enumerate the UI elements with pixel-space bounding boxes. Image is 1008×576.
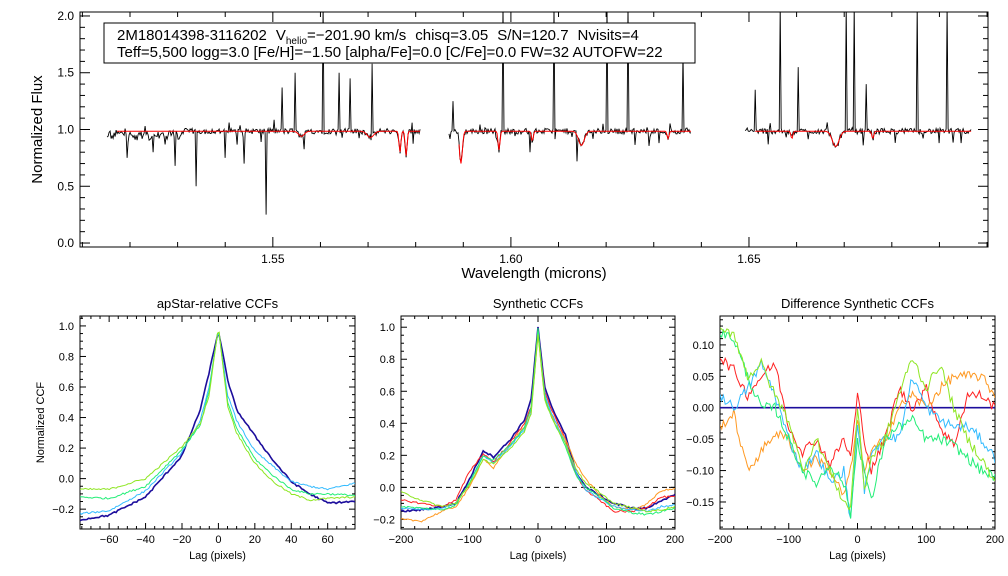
x-tick-label: −20 bbox=[173, 534, 192, 546]
x-tick-label: 0 bbox=[854, 534, 860, 546]
x-axis-label: Wavelength (microns) bbox=[461, 265, 606, 282]
y-tick-label: 0.2 bbox=[59, 443, 74, 455]
y-tick-label: 0.0 bbox=[57, 236, 74, 250]
y-tick-label: 0.0 bbox=[59, 474, 74, 486]
y-tick-label: 0.6 bbox=[380, 386, 395, 398]
x-tick-label: 100 bbox=[917, 534, 935, 546]
difference-ccf-panel: −200 −100 0 100 200 −0.15 −0.10 −0.05 0.00 0.05 0.… bbox=[686, 296, 1004, 562]
y-tick-label: 1.0 bbox=[59, 321, 74, 333]
y-tick-label: 2.0 bbox=[57, 9, 74, 23]
y-axis-label: Normalized CCF bbox=[35, 382, 47, 464]
y-tick-label: 0.8 bbox=[380, 354, 395, 366]
ccf-line-visit-3 bbox=[401, 334, 675, 523]
y-tick-label: 0.05 bbox=[693, 371, 714, 383]
x-tick-label: 200 bbox=[986, 534, 1004, 546]
y-tick-label: −0.2 bbox=[52, 504, 74, 516]
ccf-line-visit-6 bbox=[401, 334, 675, 513]
x-tick-label: 1.60 bbox=[499, 252, 523, 266]
x-tick-label: 1.55 bbox=[261, 252, 285, 266]
ccf-line-visit-1 bbox=[401, 326, 675, 513]
x-tick-label: 0 bbox=[535, 534, 541, 546]
nvisits: Nvisits=4 bbox=[578, 27, 639, 44]
ccf-line-visit-3 bbox=[80, 333, 355, 500]
x-tick-label: 20 bbox=[249, 534, 261, 546]
ccf-line-visit-4 bbox=[401, 332, 675, 513]
snr: S/N=120.7 bbox=[497, 27, 568, 44]
star-id: 2M18014398-3116202 bbox=[117, 27, 267, 44]
x-tick-label: 40 bbox=[285, 534, 297, 546]
y-tick-label: −0.15 bbox=[686, 497, 714, 509]
v-helio-value: =−201.90 km/s bbox=[307, 27, 406, 44]
x-tick-label: 1.65 bbox=[737, 252, 761, 266]
spectrum-panel: 1.55 1.60 1.65 0.0 0.5 1.0 1.5 2.0 Wavelength (m… bbox=[29, 9, 989, 282]
panel-title: Synthetic CCFs bbox=[493, 296, 584, 311]
header-box: 2M18014398-3116202 Vhelio=−201.90 km/s chi… bbox=[103, 22, 696, 64]
y-tick-label: 0.10 bbox=[693, 340, 714, 352]
ccf-line-visit-3 bbox=[720, 370, 995, 496]
ccf-line-visit-1 bbox=[80, 334, 355, 522]
plot-frame bbox=[79, 315, 356, 530]
y-tick-label: 0.4 bbox=[59, 413, 74, 425]
y-tick-label: 0.6 bbox=[59, 382, 74, 394]
header-line-1: 2M18014398-3116202 Vhelio=−201.90 km/s chi… bbox=[117, 27, 639, 47]
panel-title: apStar-relative CCFs bbox=[157, 296, 279, 311]
x-axis-label: Lag (pixels) bbox=[510, 550, 567, 562]
x-tick-label: −200 bbox=[389, 534, 414, 546]
y-tick-label: 0.5 bbox=[57, 179, 74, 193]
y-tick-label: −0.05 bbox=[686, 434, 714, 446]
ccf-line-visit-2 bbox=[80, 334, 355, 515]
ccf-line-visit-6 bbox=[720, 327, 995, 511]
ccf-line-visit-5 bbox=[401, 327, 675, 516]
chisq: chisq=3.05 bbox=[415, 27, 488, 44]
x-tick-label: −60 bbox=[100, 534, 119, 546]
y-tick-label: −0.2 bbox=[373, 514, 395, 526]
x-tick-label: −200 bbox=[708, 534, 733, 546]
observed-spectrum-line bbox=[744, 12, 972, 148]
observed-spectrum-line bbox=[448, 12, 691, 164]
ccf-line-visit-5 bbox=[720, 329, 995, 519]
x-axis-label: Lag (pixels) bbox=[829, 550, 886, 562]
model-spectrum-line bbox=[117, 130, 421, 156]
y-tick-label: 1.5 bbox=[57, 66, 74, 80]
x-axis-label: Lag (pixels) bbox=[189, 550, 246, 562]
synthetic-ccf-panel: −200 −100 0 100 200 −0.2 0.0 0.2 0.4 0.6 0.8 1.0 Lag… bbox=[373, 296, 684, 562]
plot-frame bbox=[400, 315, 676, 530]
y-tick-label: 0.4 bbox=[380, 418, 395, 430]
x-tick-label: −100 bbox=[457, 534, 482, 546]
model-spectrum-line bbox=[755, 130, 972, 147]
x-tick-label: 0 bbox=[215, 534, 221, 546]
y-tick-label: 1.0 bbox=[380, 322, 395, 334]
y-tick-label: −0.10 bbox=[686, 466, 714, 478]
header-line-2: Teff=5,500 logg=3.0 [Fe/H]=−1.50 [alpha/… bbox=[117, 44, 663, 61]
x-tick-label: 60 bbox=[322, 534, 334, 546]
x-tick-label: 100 bbox=[597, 534, 615, 546]
y-axis-label: Normalized Flux bbox=[29, 75, 46, 184]
y-tick-label: 0.0 bbox=[380, 482, 395, 494]
panel-title: Difference Synthetic CCFs bbox=[781, 296, 934, 311]
x-tick-label: −40 bbox=[136, 534, 155, 546]
x-tick-label: −100 bbox=[776, 534, 801, 546]
ccf-line-visit-2 bbox=[401, 330, 675, 513]
v-label: V bbox=[276, 27, 286, 44]
apstar-ccf-panel: −60 −40 −20 0 20 40 60 −0.2 0.0 0.2 0.4 0.6 0.8 1.0 La… bbox=[35, 296, 356, 562]
model-spectrum-line bbox=[458, 130, 691, 164]
y-tick-label: 0.2 bbox=[380, 450, 395, 462]
v-subscript: helio bbox=[286, 36, 308, 47]
x-tick-label: 200 bbox=[666, 534, 684, 546]
y-tick-label: 0.8 bbox=[59, 351, 74, 363]
y-tick-label: 1.0 bbox=[57, 123, 74, 137]
ccf-line-visit-4 bbox=[80, 331, 355, 502]
y-tick-label: 0.00 bbox=[693, 403, 714, 415]
